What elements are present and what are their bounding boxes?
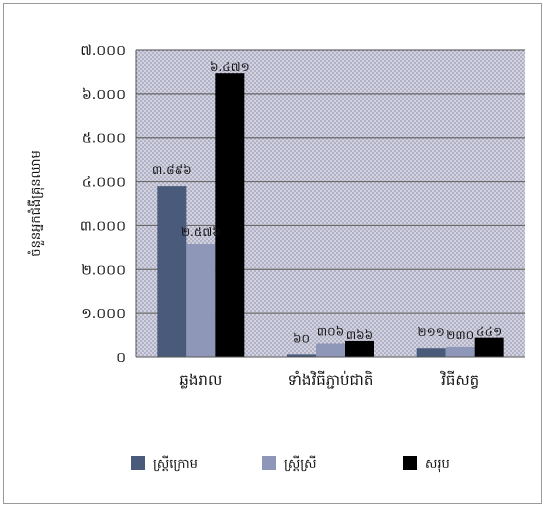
bar [345, 340, 374, 357]
bar [445, 346, 475, 357]
legend: ស្ត្រីក្រោម ស្ត្រីស្រី សរុប [131, 455, 450, 473]
legend-label: ស្ត្រីស្រី [284, 455, 317, 472]
x-tick-label: ទាំងវិធីភ្ជាប់ជាតិ [288, 370, 374, 389]
bar [474, 337, 504, 357]
data-label: ៦០ [293, 331, 310, 345]
data-label: ២.៥៧៦ [181, 225, 221, 239]
x-tick-label: ឆ្លងរាល [179, 371, 222, 389]
y-tick-label: ១.០០០ [81, 306, 126, 322]
y-tick-label: ០ [116, 350, 126, 366]
y-tick-label: ៥.០០០ [82, 131, 126, 147]
data-label: ៣០៦ [317, 325, 344, 339]
x-tick-labels: ឆ្លងរាល ទាំងវិធីភ្ជាប់ជាតិ វិធីសត្វ [179, 370, 479, 389]
data-label: ៦.៤៧១ [210, 60, 250, 74]
y-tick-labels: ០ ១.០០០ ២.០០០ ៣.០០០ ៤.០០០ ៥.០០០ ៦.០០០ ៧.០០០ [80, 43, 126, 366]
bar [157, 186, 187, 357]
data-label: ២៣០ [446, 328, 474, 342]
data-label: ៣៦៦ [346, 328, 373, 342]
y-tick-label: ៤.០០០ [82, 175, 126, 191]
y-tick-label: ៣.០០០ [80, 218, 126, 234]
legend-swatch [131, 456, 145, 470]
bar [215, 73, 245, 357]
bar [316, 343, 345, 357]
legend-swatch [262, 456, 276, 470]
y-axis-label: ចំនួនអ្នកជំងឺគ្រុនឈាម [27, 150, 45, 256]
bar [287, 354, 316, 357]
y-tick-label: ៦.០០០ [82, 87, 126, 103]
x-tick-label: វិធីសត្វ [440, 370, 479, 389]
bars [157, 73, 504, 357]
y-tick-label: ៧.០០០ [80, 43, 126, 59]
legend-swatch [403, 456, 417, 470]
data-label: ២១១ [418, 325, 445, 339]
bar [416, 348, 446, 357]
legend-label: សរុប [425, 457, 450, 473]
axes [135, 50, 525, 358]
data-label: ៣.៨៩៦ [152, 163, 192, 177]
legend-label: ស្ត្រីក្រោម [153, 455, 198, 472]
data-label: ៤៤១ [476, 325, 502, 339]
y-tick-label: ២.០០០ [81, 262, 126, 278]
bar [186, 244, 216, 357]
